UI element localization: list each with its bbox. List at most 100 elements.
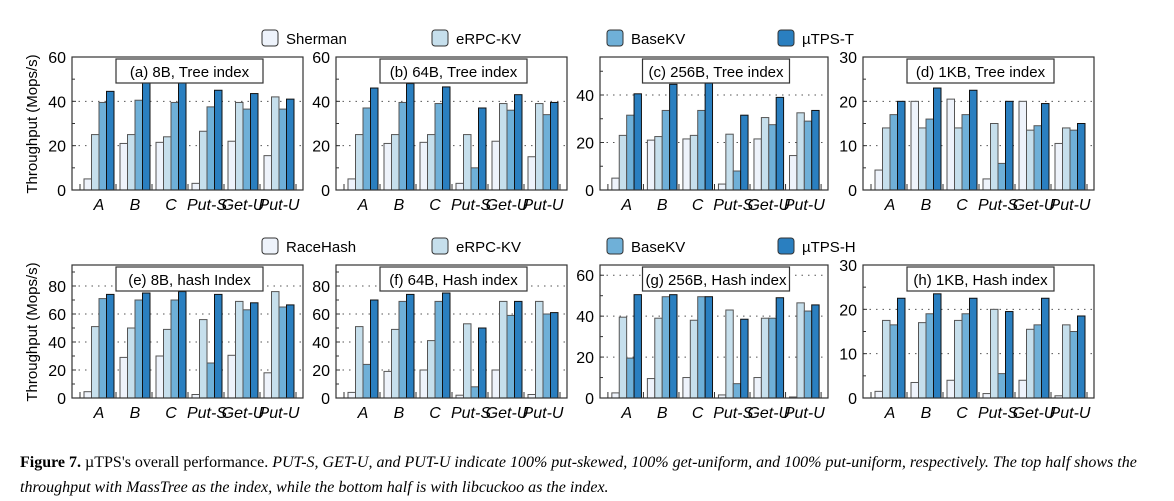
bar-sherman xyxy=(347,178,356,191)
bar-basekv xyxy=(434,300,443,399)
x-tick-label: C xyxy=(429,197,441,214)
bar-basekv xyxy=(1069,331,1078,399)
subplot-title: (a) 8B, Tree index xyxy=(130,64,250,81)
bar-racehash xyxy=(946,379,955,399)
bar-basekv xyxy=(997,373,1006,399)
bar-racehash xyxy=(611,392,620,399)
bar--tps-h xyxy=(478,327,487,399)
x-tick-label: Put-U xyxy=(784,405,825,422)
x-tick-label: Get-U xyxy=(222,405,265,422)
legend-label: RaceHash xyxy=(286,239,356,256)
bar-basekv xyxy=(626,114,635,191)
y-tick-label: 60 xyxy=(312,50,330,67)
bar-basekv xyxy=(661,109,671,191)
x-tick-label: C xyxy=(692,197,704,214)
legend-bottom: RaceHash eRPC-KV BaseKV µTPS-H xyxy=(261,237,856,256)
bar-sherman xyxy=(611,177,620,191)
x-tick-label: Put-S xyxy=(451,405,491,422)
bar--tps-t xyxy=(478,107,487,191)
bar-basekv xyxy=(170,299,179,399)
bar-racehash xyxy=(491,369,500,399)
bar--tps-h xyxy=(250,302,259,399)
bar-erpc-kv xyxy=(499,300,508,399)
bar-erpc-kv xyxy=(463,134,472,191)
bar-sherman xyxy=(527,156,536,191)
x-tick-label: A xyxy=(884,197,896,214)
y-tick-label: 20 xyxy=(576,350,594,367)
y-tick-label: 0 xyxy=(848,391,857,408)
bar-basekv xyxy=(434,103,443,191)
y-axis-label: Throughput (Mops/s) xyxy=(24,54,41,193)
y-tick-label: 0 xyxy=(57,391,66,408)
bar-basekv xyxy=(1033,324,1042,399)
bar-basekv xyxy=(961,114,970,191)
plot-frame xyxy=(599,56,829,191)
bar-basekv xyxy=(362,363,371,399)
x-tick-label: A xyxy=(93,197,105,214)
y-tick-label: 20 xyxy=(48,139,66,156)
bar--tps-t xyxy=(811,109,820,191)
bar--tps-h xyxy=(740,318,749,399)
caption-label: Figure 7. xyxy=(20,454,82,471)
x-tick-label: Put-U xyxy=(1050,405,1091,422)
legend-swatch xyxy=(606,237,624,255)
bar-basekv xyxy=(470,167,479,191)
bar-basekv xyxy=(889,324,898,399)
bar--tps-h xyxy=(669,294,678,399)
bar--tps-t xyxy=(106,90,115,191)
bar-erpc-kv xyxy=(91,134,100,191)
bar-racehash xyxy=(419,369,428,399)
x-tick-label: B xyxy=(394,197,405,214)
bar-basekv xyxy=(925,313,934,399)
legend-top: Sherman eRPC-KV BaseKV µTPS-T xyxy=(261,29,854,48)
bar-erpc-kv xyxy=(499,103,508,191)
y-tick-label: 60 xyxy=(48,307,66,324)
bar-basekv xyxy=(768,124,777,191)
x-tick-label: A xyxy=(357,405,369,422)
bar-sherman xyxy=(1054,142,1063,191)
bar-racehash xyxy=(155,355,164,399)
bar-basekv xyxy=(98,298,107,399)
bar-erpc-kv xyxy=(618,316,628,399)
bar-erpc-kv xyxy=(463,323,472,399)
y-tick-label: 0 xyxy=(321,391,330,408)
y-tick-label: 20 xyxy=(312,363,330,380)
bar-basekv xyxy=(961,313,970,399)
bar--tps-h xyxy=(214,293,223,399)
x-tick-label: C xyxy=(165,405,177,422)
bar-racehash xyxy=(227,354,236,399)
x-tick-label: Get-U xyxy=(486,405,529,422)
figure-caption: Figure 7. µTPS's overall performance. PU… xyxy=(20,450,1160,500)
bar--tps-h xyxy=(1005,311,1014,399)
bar-erpc-kv xyxy=(235,101,244,191)
subplot-title-box xyxy=(906,266,1055,292)
legend-swatch xyxy=(606,29,624,47)
subplot-title: (b) 64B, Tree index xyxy=(390,64,518,81)
subplot-title: (h) 1KB, Hash index xyxy=(913,272,1048,289)
bar-erpc-kv xyxy=(199,319,208,399)
x-tick-label: C xyxy=(429,405,441,422)
bar-basekv xyxy=(803,120,813,191)
bar--tps-t xyxy=(442,86,451,191)
bar--tps-h xyxy=(550,312,559,399)
legend-swatch xyxy=(431,237,449,255)
bar-sherman xyxy=(910,100,919,191)
bar--tps-t xyxy=(514,94,523,191)
x-tick-label: C xyxy=(956,405,968,422)
bar-basekv xyxy=(1069,129,1078,191)
bar-sherman xyxy=(753,138,762,191)
bar-erpc-kv xyxy=(1026,129,1035,191)
bar--tps-t xyxy=(897,100,906,191)
x-tick-label: Put-S xyxy=(187,197,227,214)
bar-sherman xyxy=(227,140,236,191)
subplot-title-box xyxy=(641,58,791,84)
x-tick-label: A xyxy=(884,405,896,422)
bar-erpc-kv xyxy=(91,326,100,399)
bar-basekv xyxy=(206,362,215,399)
bar--tps-t xyxy=(250,93,259,191)
y-tick-label: 60 xyxy=(312,307,330,324)
x-tick-label: Put-U xyxy=(523,405,564,422)
plot-frame xyxy=(71,56,304,191)
y-tick-label: 40 xyxy=(48,335,66,352)
